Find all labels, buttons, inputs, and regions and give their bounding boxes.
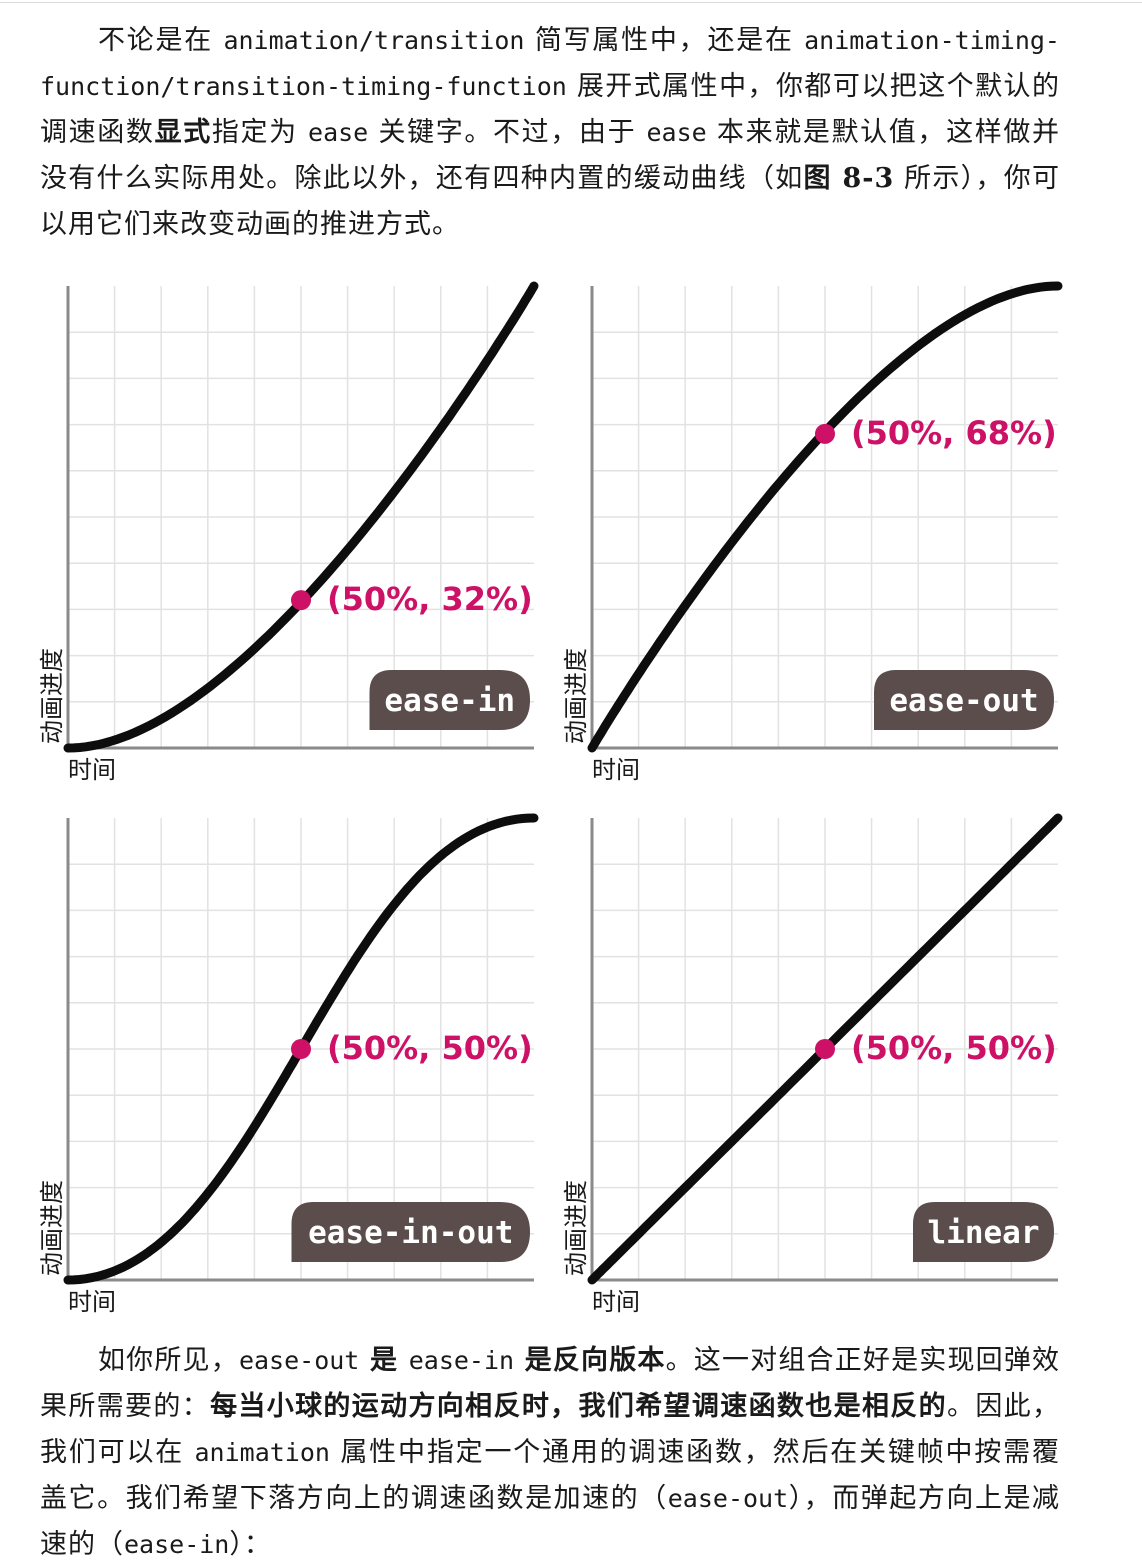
y-axis-label: 动画进度 — [38, 1180, 66, 1276]
timing-function-badge — [369, 670, 530, 730]
x-axis-label: 时间 — [68, 756, 116, 784]
timing-function-badge — [874, 670, 1054, 730]
text-run: 本来就是默认值，这样做并没有什么实际用处。除此以外，还有四种内置的缓动曲线（如 — [40, 117, 1060, 194]
chart-ease-in: (50%, 32%) ease-in 动画进度 时间 — [38, 281, 543, 787]
x-axis-label: 时间 — [592, 1288, 640, 1316]
text-run: 简写属性中，还是在 — [524, 25, 805, 56]
midpoint-marker — [815, 1039, 835, 1059]
chart-ease-in-out: (50%, 50%) ease-in-out 动画进度 时间 — [38, 813, 543, 1319]
timing-function-name: ease-in-out — [308, 1215, 513, 1251]
code-run: ease-out — [238, 1346, 360, 1375]
timing-function-name: linear — [928, 1215, 1040, 1251]
text-run: 关键字。不过，由于 — [368, 117, 647, 148]
chart-linear: (50%, 50%) linear 动画进度 时间 — [562, 813, 1067, 1319]
timing-function-badge — [913, 1202, 1054, 1262]
text-run: ）： — [229, 1529, 272, 1560]
code-run: ease — [646, 118, 707, 147]
midpoint-marker — [815, 423, 835, 444]
midpoint-label: (50%, 50%) — [327, 1029, 533, 1067]
timing-function-badge — [291, 1202, 530, 1262]
text-run: ），而弹起方向上是减速的（ — [40, 1483, 1061, 1560]
text-run: 属性中指定一个通用的调速函数，然后在关键帧中按需覆盖它。我们希望下落方向上的调速… — [40, 1437, 1060, 1514]
midpoint-label: (50%, 50%) — [851, 1029, 1057, 1067]
midpoint-label: (50%, 32%) — [327, 580, 533, 618]
x-axis-label: 时间 — [592, 756, 640, 784]
midpoint-marker — [291, 1039, 311, 1059]
text-run: 所示），你可以用它们来改变动画的推进方式。 — [40, 163, 1060, 240]
midpoint-marker — [291, 590, 311, 611]
x-axis-label: 时间 — [68, 1288, 116, 1316]
text-run: 展开式属性中，你都可以把这个默认的调速函数 — [40, 71, 1060, 148]
intro-paragraph: 不论是在 animation/transition 简写属性中，还是在 anim… — [40, 18, 1060, 248]
bold-run: 是反向版本 — [514, 1345, 666, 1376]
text-run: 如你所见， — [98, 1345, 239, 1376]
timing-function-name: ease-in — [384, 683, 515, 719]
text-run: 指定为 — [211, 117, 309, 148]
midpoint-label: (50%, 68%) — [851, 414, 1057, 452]
y-axis-label: 动画进度 — [38, 648, 66, 744]
timing-curve — [63, 281, 539, 753]
top-divider — [0, 2, 1142, 3]
code-run: ease-in — [408, 1346, 515, 1375]
code-run: ease — [308, 118, 369, 147]
timing-curve — [587, 281, 1063, 753]
explanation-paragraph: 如你所见，ease-out 是 ease-in 是反向版本。这一对组合正好是实现… — [40, 1338, 1060, 1568]
code-run: ease-out — [667, 1484, 789, 1513]
code-run: ease-in — [124, 1530, 230, 1559]
timing-function-name: ease-out — [889, 683, 1038, 719]
text-run: 。这一对组合正好是实现回弹效果所需要的： — [40, 1345, 1061, 1422]
code-run: animation — [194, 1438, 330, 1467]
figure-reference: 图 8-3 — [803, 163, 895, 194]
text-run: 。因此，我们可以在 — [40, 1391, 1061, 1468]
bold-run: 显式 — [154, 117, 212, 148]
text-run: 不论是在 — [98, 25, 224, 56]
y-axis-label: 动画进度 — [562, 648, 590, 744]
chart-ease-out: (50%, 68%) ease-out 动画进度 时间 — [562, 281, 1067, 787]
bold-run: 是 — [359, 1345, 409, 1376]
code-run: animation/transition — [223, 26, 525, 55]
code-run: animation-timing-function/transition-tim… — [40, 26, 1060, 101]
y-axis-label: 动画进度 — [562, 1180, 590, 1276]
bold-run: 每当小球的运动方向相反时，我们希望调速函数也是相反的 — [210, 1391, 947, 1422]
